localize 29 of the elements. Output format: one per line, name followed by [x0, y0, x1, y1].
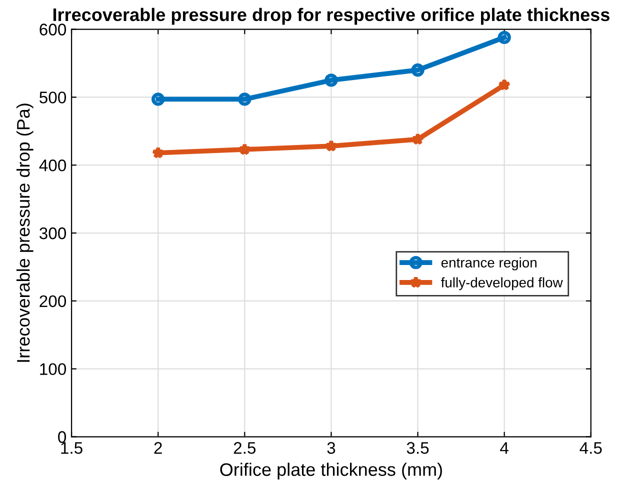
- y-axis-title: Irrecoverable pressure drop (Pa): [16, 104, 34, 362]
- chart-title: Irrecoverable pressure drop for respective orifice plate thickness: [53, 8, 610, 25]
- x-axis-title: Orifice plate thickness (mm): [220, 462, 442, 480]
- legend-label: fully-developed flow: [441, 277, 563, 290]
- x-tick-label: 4.5: [580, 442, 602, 454]
- legend-label: entrance region: [441, 257, 536, 270]
- point: [238, 142, 252, 156]
- x-tick-label: 4: [500, 442, 508, 454]
- point: [324, 139, 338, 152]
- x-tick-label: 2: [154, 442, 162, 454]
- y-tick-label: 300: [40, 227, 66, 240]
- y-tick-label: 500: [40, 92, 66, 104]
- y-tick-label: 200: [40, 295, 66, 308]
- x-tick-label: 3: [327, 442, 336, 454]
- point: [324, 74, 338, 87]
- point: [151, 92, 165, 106]
- point: [498, 78, 511, 91]
- y-tick-label: 100: [40, 363, 66, 376]
- x-tick-label: 3.5: [406, 442, 429, 454]
- point: [238, 92, 252, 106]
- y-tick-label: 600: [40, 24, 66, 36]
- point: [152, 146, 164, 159]
- y-tick-label: 0: [58, 431, 66, 443]
- point: [411, 132, 424, 145]
- point: [411, 63, 424, 77]
- y-tick-label: 400: [39, 160, 66, 172]
- point: [498, 30, 511, 44]
- x-tick-label: 2.5: [234, 442, 256, 454]
- x-tick-label: 1.5: [61, 442, 82, 454]
